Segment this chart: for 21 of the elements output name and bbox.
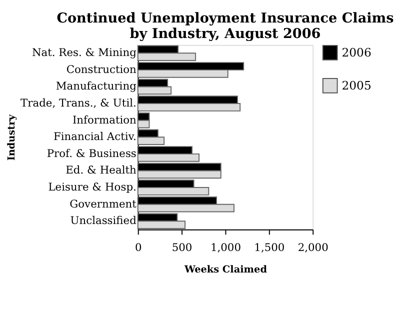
x-tick-label: 0 [134, 241, 142, 254]
y-tick-label: Construction [66, 62, 137, 76]
chart-title: Continued Unemployment Insurance Claims by Industry, August 2006 [56, 10, 394, 42]
x-axis-title: Weeks Claimed [183, 264, 268, 276]
y-tick-label: Prof. & Business [46, 146, 136, 160]
y-tick-label: Ed. & Health [66, 164, 137, 177]
x-tick-label: 1,500 [254, 241, 285, 254]
x-tick-label: 2,000 [298, 241, 329, 254]
y-tick-label: Government [70, 197, 138, 210]
y-tick-label: Manufacturing [56, 80, 137, 93]
x-tick-label: 500 [172, 241, 192, 254]
y-tick-label: Financial Activ. [54, 130, 136, 144]
y-tick-label: Trade, Trans., & Util. [20, 96, 136, 110]
y-tick-label: Information [72, 113, 137, 126]
legend-label: 2006 [342, 46, 372, 60]
y-tick-label: Nat. Res. & Mining [32, 46, 137, 60]
y-axis-title: Industry [6, 114, 18, 161]
x-tick-label: 1,000 [210, 241, 242, 254]
y-tick-label: Leisure & Hosp. [48, 180, 136, 194]
y-tick-label: Unclassified [70, 214, 137, 228]
legend-label: 2005 [342, 78, 372, 93]
